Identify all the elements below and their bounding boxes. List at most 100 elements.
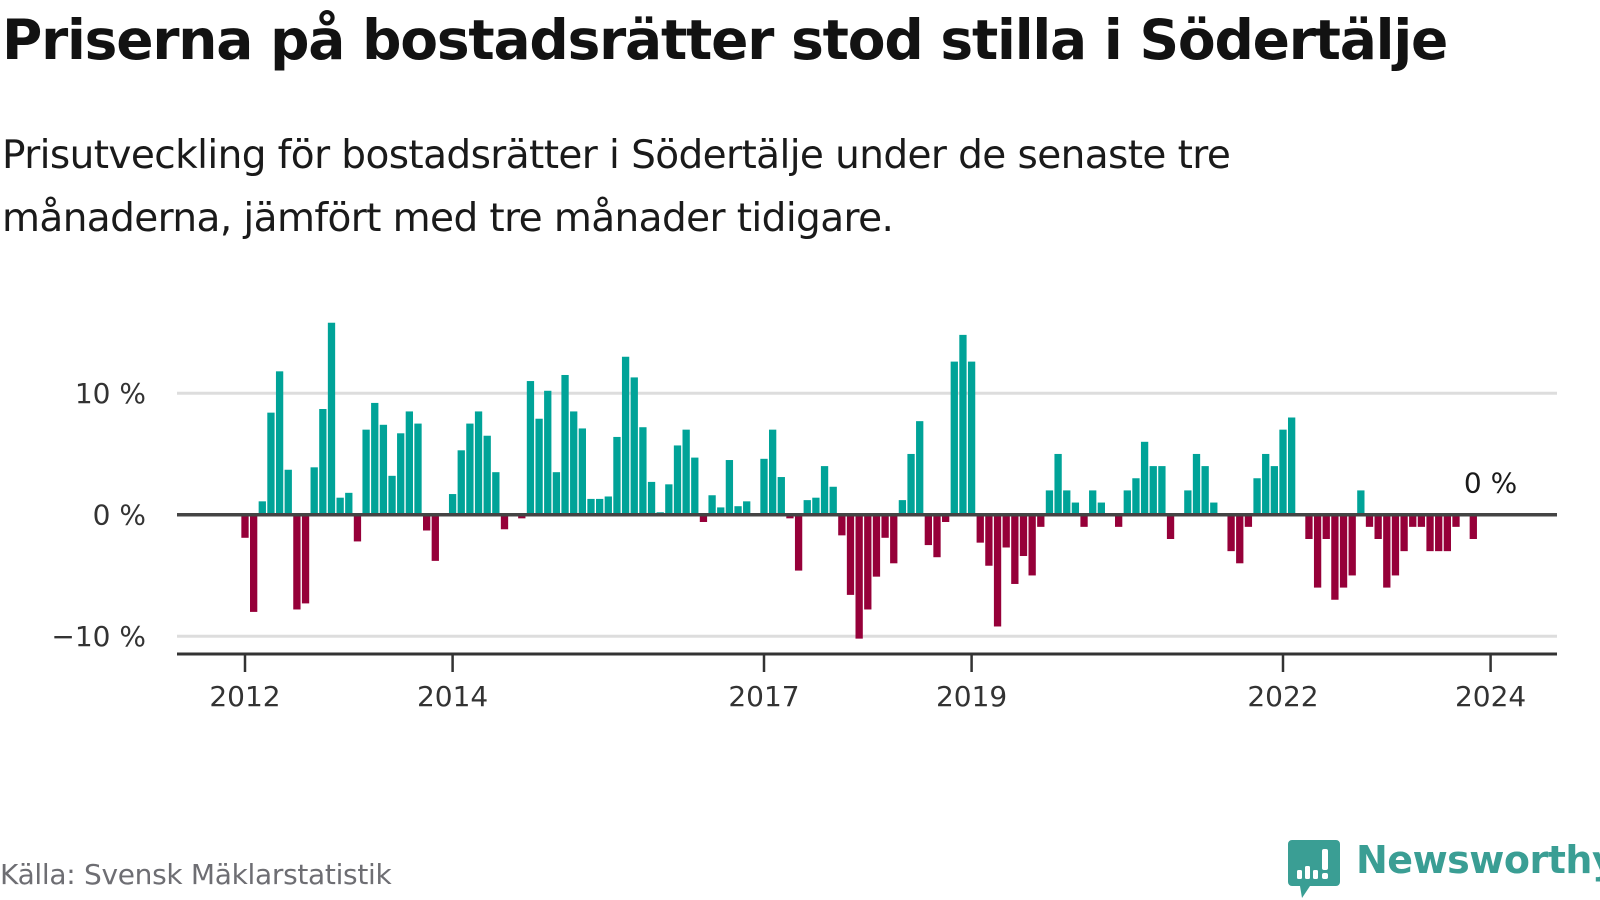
- bar-positive: [336, 497, 344, 515]
- bar-positive: [613, 436, 621, 515]
- bar-negative: [933, 514, 941, 558]
- x-axis: 2012 2014 2017 2019 2022 2024: [177, 652, 1557, 713]
- bar-negative: [1019, 514, 1028, 557]
- y-tick-label: 0 %: [93, 499, 146, 532]
- bar-negative: [1115, 514, 1123, 527]
- bar-negative: [1452, 514, 1460, 527]
- bar-positive: [371, 402, 379, 515]
- bar-negative: [1391, 514, 1400, 576]
- bar-positive: [552, 472, 561, 515]
- bar-positive: [673, 445, 682, 515]
- brand-name: Newsworthy: [1356, 838, 1600, 882]
- bar-positive: [1210, 502, 1218, 515]
- bar-positive: [665, 484, 673, 515]
- bar-positive: [483, 435, 491, 515]
- bar-positive: [544, 390, 552, 515]
- bar-positive: [1192, 453, 1201, 515]
- bar-positive: [1288, 417, 1296, 515]
- bar-positive: [630, 377, 638, 515]
- bar-negative: [1443, 514, 1451, 552]
- x-tick-label: 2014: [417, 680, 488, 713]
- x-tick-label: 2019: [936, 680, 1007, 713]
- bar-negative: [1166, 514, 1175, 539]
- newsworthy-logo-icon: [1288, 840, 1340, 898]
- bar-positive: [457, 450, 465, 515]
- bar-positive: [258, 501, 266, 515]
- bar-positive: [414, 423, 422, 515]
- bar-negative: [1400, 514, 1408, 552]
- bar-negative: [942, 514, 950, 522]
- bar-positive: [345, 492, 353, 515]
- bar-negative: [301, 514, 310, 604]
- bar-negative: [699, 514, 708, 522]
- bar-positive: [1097, 502, 1105, 515]
- bar-negative: [1365, 514, 1374, 527]
- bar-positive: [362, 429, 370, 515]
- bar-negative: [881, 514, 889, 538]
- bar-positive: [397, 433, 405, 515]
- bar-negative: [1227, 514, 1235, 552]
- bar-negative: [1348, 514, 1356, 576]
- bar-positive: [682, 429, 690, 515]
- bar-negative: [993, 514, 1002, 627]
- bar-positive: [1279, 429, 1287, 515]
- bar-negative: [1339, 514, 1348, 588]
- source-note: Källa: Svensk Mäklarstatistik: [0, 858, 392, 891]
- bar-negative: [500, 514, 509, 530]
- x-tick-label: 2024: [1455, 680, 1526, 713]
- bar-positive: [950, 361, 958, 515]
- bar-positive: [526, 381, 535, 515]
- bar-positive: [725, 460, 734, 515]
- bar-positive: [1253, 478, 1261, 515]
- bar-negative: [1236, 514, 1244, 564]
- bar-negative: [518, 514, 526, 519]
- bar-negative: [1322, 514, 1330, 539]
- bar-negative: [976, 514, 984, 543]
- bar-positive: [267, 412, 275, 515]
- chart-title: Priserna på bostadsrätter stod stilla i …: [2, 8, 1448, 72]
- bar-positive: [967, 361, 976, 515]
- last-value-label: 0 %: [1464, 467, 1517, 500]
- bar-negative: [353, 514, 362, 542]
- bar-negative: [250, 514, 258, 612]
- bar-negative: [855, 514, 863, 639]
- bar-positive: [769, 429, 777, 515]
- bar-positive: [492, 472, 500, 515]
- bar-positive: [907, 453, 915, 515]
- bar-positive: [820, 466, 829, 515]
- bar-positive: [466, 423, 474, 515]
- gridlines: [177, 391, 1557, 638]
- x-tick-label: 2012: [209, 680, 280, 713]
- bar-positive: [898, 500, 907, 515]
- bar-negative: [1313, 514, 1322, 588]
- bar-negative: [1374, 514, 1382, 539]
- bar-positive: [916, 421, 924, 515]
- x-tick-label: 2017: [728, 680, 799, 713]
- bar-positive: [1123, 490, 1131, 515]
- bar-negative: [1028, 514, 1036, 576]
- bar-positive: [734, 506, 742, 515]
- bar-positive: [379, 424, 388, 515]
- bar-negative: [1331, 514, 1339, 600]
- bar-positive: [587, 498, 595, 515]
- bar-positive: [388, 475, 396, 515]
- bar-negative: [985, 514, 993, 566]
- bar-positive: [1149, 466, 1157, 515]
- bar-positive: [691, 457, 699, 515]
- bar-positive: [1140, 441, 1149, 515]
- bar-negative: [1244, 514, 1253, 527]
- bar-negative: [872, 514, 881, 577]
- x-tick-label: 2022: [1247, 680, 1318, 713]
- bar-positive: [596, 498, 604, 515]
- bar-negative: [423, 514, 431, 531]
- bar-negative: [431, 514, 439, 561]
- bar-positive: [639, 427, 647, 515]
- y-axis-labels: 10 % 0 % −10 %: [51, 377, 146, 653]
- bar-positive: [310, 467, 318, 515]
- bar-positive: [327, 322, 336, 515]
- bar-negative: [890, 514, 898, 564]
- bar-positive: [717, 507, 725, 515]
- bar-negative: [1080, 514, 1088, 527]
- bar-positive: [405, 411, 413, 515]
- bar-negative: [1011, 514, 1019, 584]
